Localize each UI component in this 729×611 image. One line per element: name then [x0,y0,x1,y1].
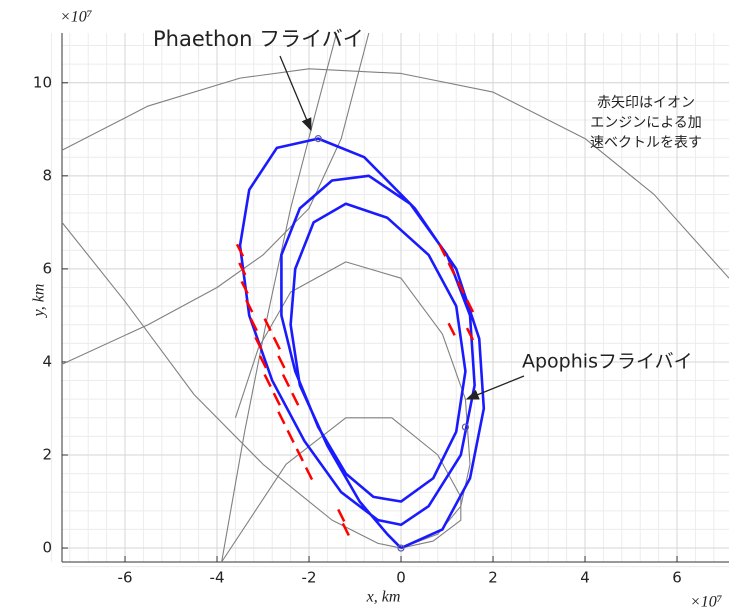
thrust-arrow [249,318,258,332]
trajectory [221,417,462,563]
thrust-arrow [337,508,346,523]
thrust-arrow [272,336,281,350]
thrust-arrow [465,327,475,341]
x-exponent: ×10⁷ [690,594,723,607]
plot [61,32,729,563]
x-tick-label: 4 [580,569,590,587]
y-tick-label: 6 [42,259,52,277]
x-tick-label: -6 [118,569,133,587]
x-tick-label: 0 [396,569,406,587]
thrust-arrow [238,262,247,276]
thrust-arrow [465,299,475,313]
trajectory [61,222,402,549]
x-axis-label: x, km [366,589,401,606]
thrust-arrow [291,392,300,406]
thrust-arrow [456,280,465,295]
trajectory [61,68,729,279]
y-tick-label: 0 [42,539,52,557]
thrust-arrow [245,299,254,313]
thrust-arrow [295,448,304,462]
annotation: Apophisフライバイ [522,351,693,373]
thrust-arrow [286,429,295,443]
trajectory [221,32,338,563]
note-line: 赤矢印はイオン [597,95,695,111]
y-tick-label: 8 [42,166,52,184]
note-line: 速ベクトルを表す [590,135,702,151]
thrust-arrow [263,318,272,332]
thrust-arrow [277,411,286,425]
y-tick-label: 2 [42,445,52,463]
thrust-arrow [281,373,291,388]
flyby-marker [461,423,470,431]
x-tick-label: -4 [210,569,225,587]
x-tick-label: 6 [672,569,682,587]
x-tick-label: 2 [488,569,498,587]
y-tick-label: 4 [42,352,52,370]
thrust-arrow [447,262,456,276]
trajectory [61,32,370,365]
annotation: Phaethon フライバイ [153,27,364,51]
thrust-arrow [258,355,268,369]
thrust-arrow [272,392,281,406]
thrust-arrow [447,322,456,336]
thrust-arrow [341,522,350,536]
trajectory [234,261,471,549]
thrust-arrow [235,243,245,257]
grid [50,33,729,568]
thrust-arrow [254,336,263,350]
thrust-arrow [304,467,314,481]
note-line: エンジンによる加 [590,115,702,131]
thrust-arrow [277,355,286,369]
trajectory [238,137,486,550]
thrust-arrow [438,243,447,257]
annotation-arrow [279,55,312,132]
labels: -6 -4 -2 0 2 4 6 0 2 4 6 8 10 x, km y, km ×10⁷ ×10⁷ Phaet… [31,9,723,611]
annotation-arrow [465,375,525,400]
y-tick-label: 10 [33,73,52,91]
thrust-arrow [240,280,249,295]
thrust-arrow [263,373,272,388]
y-exponent: ×10⁷ [60,9,93,26]
flyby-marker [314,135,322,143]
y-axis-label: y, km [31,284,48,319]
x-tick-label: -2 [302,569,317,587]
flyby-marker [397,544,405,552]
